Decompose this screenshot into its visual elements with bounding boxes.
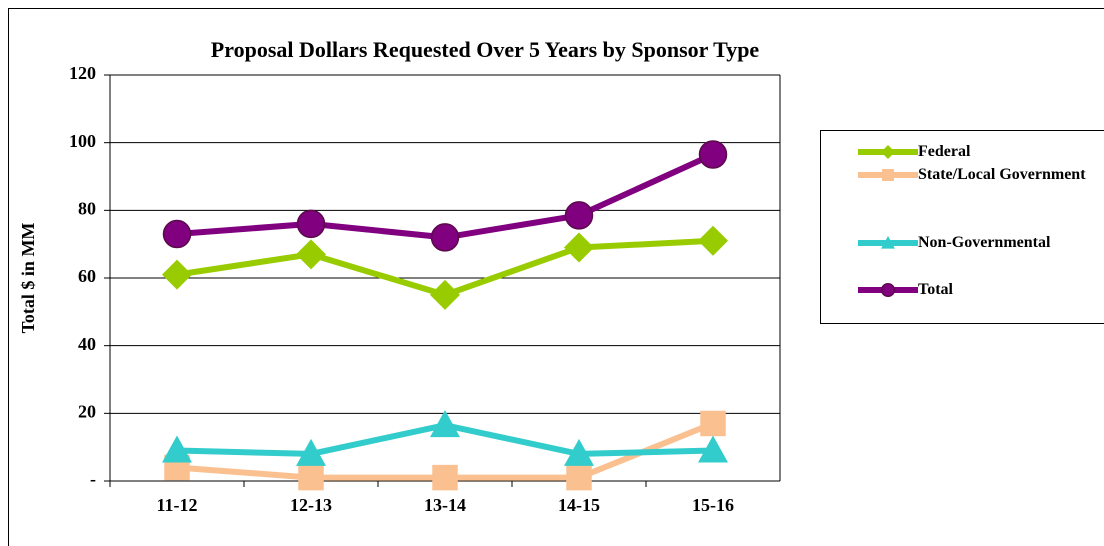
legend-entry: Non-Governmental xyxy=(918,234,1051,251)
chart-border xyxy=(8,8,1104,546)
chart-title: Proposal Dollars Requested Over 5 Years … xyxy=(211,37,760,62)
y-tick-label: 20 xyxy=(78,401,96,421)
data-point xyxy=(296,438,326,466)
marker xyxy=(881,236,895,249)
data-point xyxy=(564,201,594,230)
data-point xyxy=(296,209,326,239)
data-point xyxy=(162,219,192,249)
data-point xyxy=(298,464,324,491)
y-tick-label: 120 xyxy=(69,63,96,83)
data-point xyxy=(564,438,594,466)
data-point xyxy=(162,259,192,290)
data-point xyxy=(162,435,192,463)
legend-entry: Total xyxy=(918,281,953,298)
data-point xyxy=(564,232,594,263)
data-point xyxy=(698,435,728,463)
legend-entry: State/Local Government xyxy=(918,166,1086,183)
y-tick-label: 60 xyxy=(78,266,96,286)
data-point xyxy=(430,223,460,252)
data-point xyxy=(566,464,592,491)
data-point xyxy=(430,279,460,310)
y-tick-label: 40 xyxy=(78,334,96,354)
x-tick-label: 15-16 xyxy=(692,495,734,515)
data-point xyxy=(698,140,728,169)
data-point xyxy=(700,410,726,437)
x-tick-label: 13-14 xyxy=(424,495,466,515)
marker xyxy=(882,169,894,181)
y-tick-label: 100 xyxy=(69,131,96,151)
x-tick-label: 12-13 xyxy=(290,495,332,515)
y-tick-label: 80 xyxy=(78,198,96,218)
marker xyxy=(881,145,895,159)
data-point xyxy=(430,410,460,438)
y-tick-label: - xyxy=(90,469,96,489)
legend-label: State/Local Government xyxy=(918,166,1086,183)
x-tick-label: 14-15 xyxy=(558,495,600,515)
data-point xyxy=(296,239,326,270)
legend-label: Total xyxy=(918,281,953,298)
legend-entry: Federal xyxy=(918,143,971,160)
data-point xyxy=(432,464,458,491)
y-axis-label: Total $ in MM xyxy=(18,223,38,334)
legend-label: Federal xyxy=(918,143,971,160)
x-tick-label: 11-12 xyxy=(156,495,197,515)
data-point xyxy=(698,225,728,256)
marker xyxy=(880,282,896,298)
legend-label: Non-Governmental xyxy=(918,234,1051,251)
